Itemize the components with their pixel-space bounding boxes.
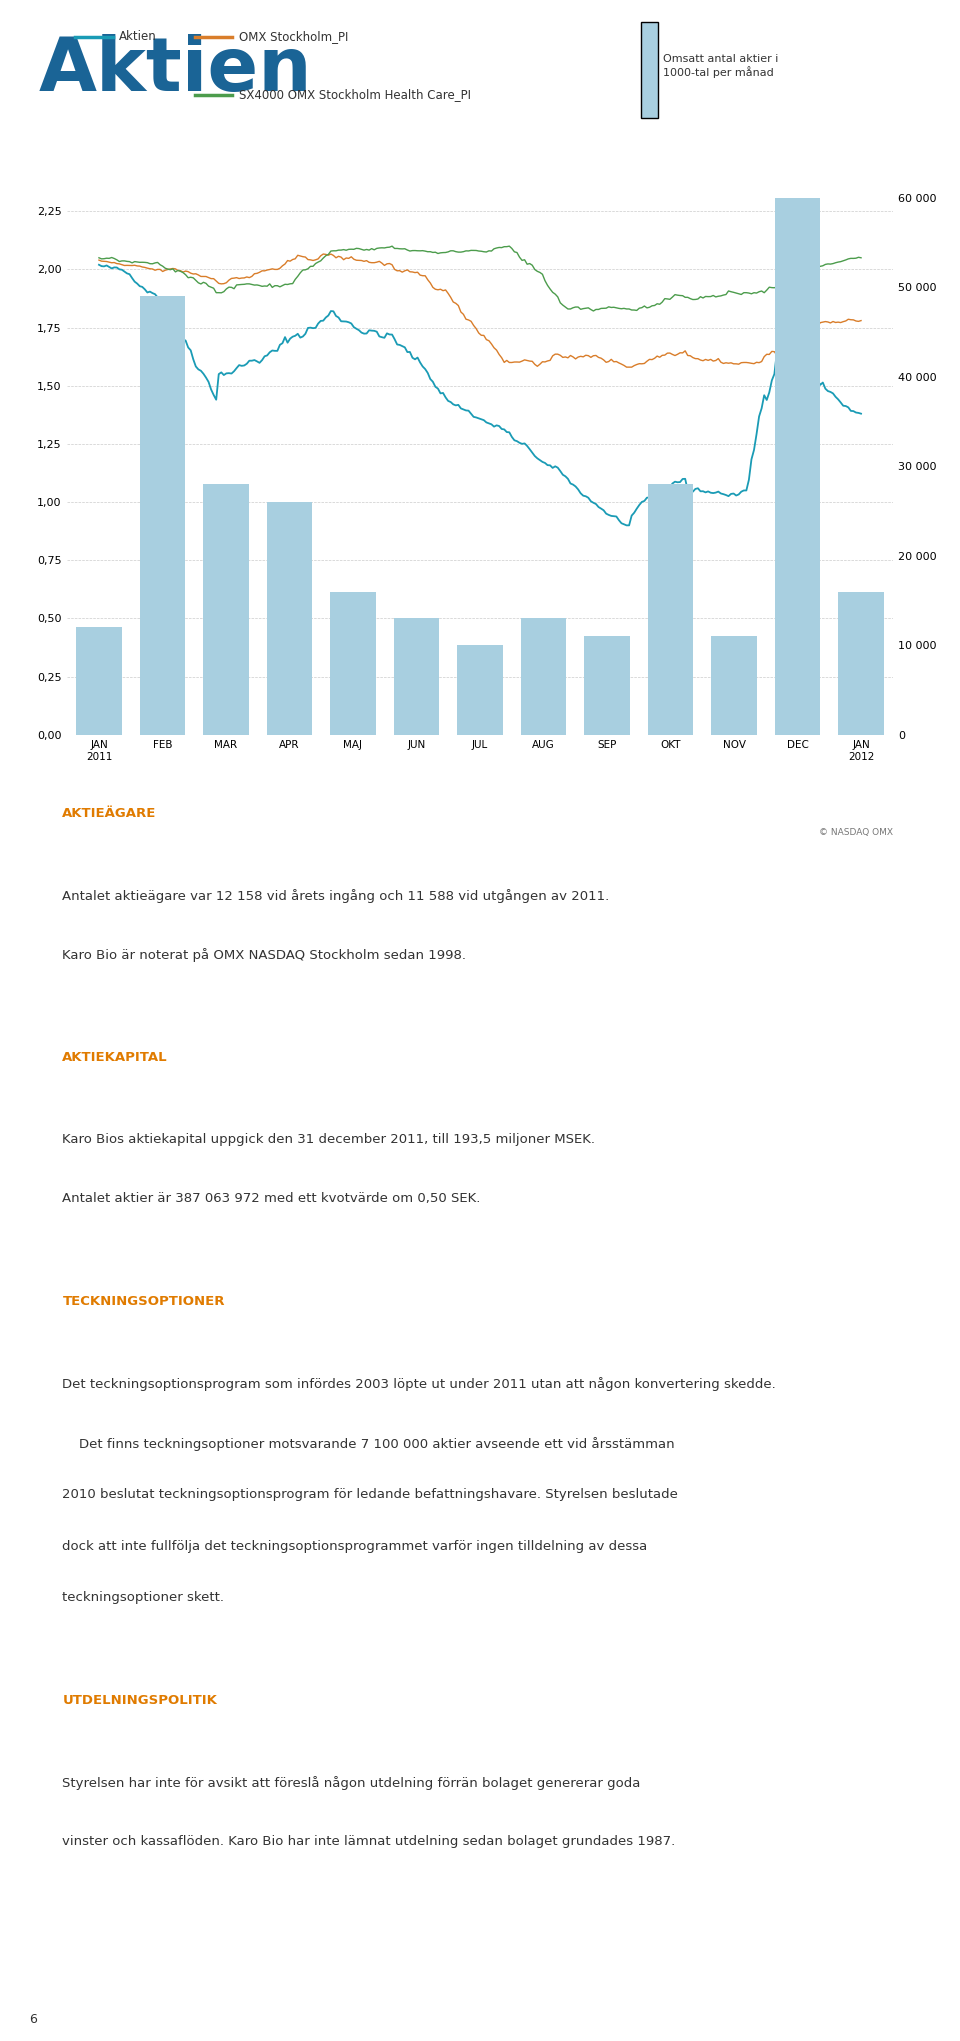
Text: SX4000 OMX Stockholm Health Care_PI: SX4000 OMX Stockholm Health Care_PI: [239, 88, 471, 102]
Text: Aktien: Aktien: [119, 31, 157, 43]
Text: AKTIEKAPITAL: AKTIEKAPITAL: [62, 1051, 168, 1063]
Bar: [457, 645, 503, 735]
Text: TECKNINGSOPTIONER: TECKNINGSOPTIONER: [62, 1296, 225, 1308]
Text: Karo Bio är noterat på OMX NASDAQ Stockholm sedan 1998.: Karo Bio är noterat på OMX NASDAQ Stockh…: [62, 949, 467, 961]
Bar: [775, 198, 821, 735]
Bar: [584, 637, 630, 735]
Text: Det teckningsoptionsprogram som infördes 2003 löpte ut under 2011 utan att någon: Det teckningsoptionsprogram som infördes…: [62, 1378, 776, 1392]
Text: Aktien: Aktien: [38, 35, 312, 106]
Bar: [394, 618, 440, 735]
Bar: [267, 502, 312, 735]
Text: Antalet aktieägare var 12 158 vid årets ingång och 11 588 vid utgången av 2011.: Antalet aktieägare var 12 158 vid årets …: [62, 890, 610, 902]
Text: Det finns teckningsoptioner motsvarande 7 100 000 aktier avseende ett vid årsstä: Det finns teckningsoptioner motsvarande …: [62, 1437, 675, 1451]
Bar: [520, 618, 566, 735]
Text: 2010 beslutat teckningsoptionsprogram för ledande befattningshavare. Styrelsen b: 2010 beslutat teckningsoptionsprogram fö…: [62, 1488, 679, 1500]
Bar: [838, 592, 884, 735]
Text: UTDELNINGSPOLITIK: UTDELNINGSPOLITIK: [62, 1694, 217, 1706]
Bar: [139, 296, 185, 735]
Bar: [711, 637, 756, 735]
Bar: [76, 627, 122, 735]
Text: Karo Bios aktiekapital uppgick den 31 december 2011, till 193,5 miljoner MSEK.: Karo Bios aktiekapital uppgick den 31 de…: [62, 1133, 595, 1147]
Bar: [648, 484, 693, 735]
Bar: [204, 484, 249, 735]
Text: dock att inte fullfölja det teckningsoptionsprogrammet varför ingen tilldelning : dock att inte fullfölja det teckningsopt…: [62, 1539, 648, 1553]
Text: teckningsoptioner skett.: teckningsoptioner skett.: [62, 1592, 225, 1604]
Text: 6: 6: [29, 2012, 36, 2025]
FancyBboxPatch shape: [641, 22, 658, 118]
Text: © NASDAQ OMX: © NASDAQ OMX: [819, 829, 893, 837]
Text: Styrelsen har inte för avsikt att föreslå någon utdelning förrän bolaget generer: Styrelsen har inte för avsikt att föresl…: [62, 1776, 640, 1790]
Text: Antalet aktier är 387 063 972 med ett kvotvärde om 0,50 SEK.: Antalet aktier är 387 063 972 med ett kv…: [62, 1192, 481, 1206]
Bar: [330, 592, 376, 735]
Text: vinster och kassaflöden. Karo Bio har inte lämnat utdelning sedan bolaget grunda: vinster och kassaflöden. Karo Bio har in…: [62, 1835, 676, 1849]
Text: OMX Stockholm_PI: OMX Stockholm_PI: [239, 31, 348, 43]
Text: Omsatt antal aktier i
1000-tal per månad: Omsatt antal aktier i 1000-tal per månad: [663, 53, 779, 78]
Text: AKTIEÄGARE: AKTIEÄGARE: [62, 806, 156, 820]
